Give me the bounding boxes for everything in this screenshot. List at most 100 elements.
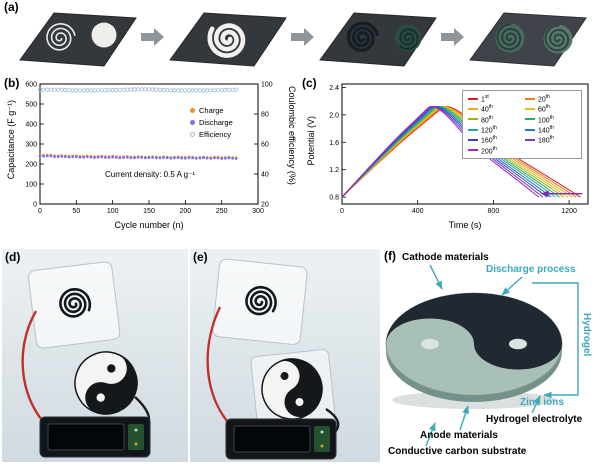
gcd-curve-40th [341,105,573,198]
panel-f-schematic: (f) [382,249,598,462]
hydrogel-electrolyte-label: Hydrogel electrolyte [486,414,583,425]
panel-d-label: (d) [5,250,21,264]
legend-swatch [468,107,478,110]
svg-text:200: 200 [179,208,191,215]
pcb-component [320,444,324,448]
spiral-electrode-icon [59,288,92,318]
legend-swatch [525,97,535,100]
disc-top-face [385,292,563,396]
discharge-process-label: Discharge process [486,264,576,275]
svg-text:400: 400 [412,208,424,215]
legend-label: Charge [199,106,224,115]
gcd-legend: 1st 20th 40th 60th 80th 100th 120th 140th 160th 1… [462,90,582,159]
zinc-ions-label: Zinc ions [520,397,564,408]
svg-text:20: 20 [261,202,269,209]
panel-b-label: (b) [4,76,20,90]
taijitu-group [386,293,562,370]
legend-label: 40th [481,104,493,114]
legend-item-efficiency: Efficiency [190,130,233,139]
panel-c-gcd-chart: (c) 0 400 800 1200 0.8 1.2 1.6 2.0 2.4 Potential… [302,76,598,246]
cathode-arrow-icon [429,264,443,290]
red-wire [206,306,235,430]
spiral-electrode-icon [245,285,277,316]
white-spiral-coating-icon [207,23,246,58]
spiral-pouch-cell [27,261,121,349]
gcd-curve-120th [341,105,556,198]
pcb-component [134,428,138,432]
gcd-curve-20th [341,105,577,198]
module-pcb [314,426,330,452]
legend-item: 140th [525,125,576,134]
annotation-arrows [425,264,579,447]
legend-swatch [468,138,478,141]
gcd-curve-80th [341,105,565,198]
legend-item-charge: Charge [190,106,233,115]
yinyang-battery-schematic [385,264,579,447]
svg-text:300: 300 [25,142,37,149]
yinyang-cell [74,351,138,415]
arrowhead-icon [540,190,549,197]
legend-label: 60th [538,104,550,114]
svg-text:50: 50 [72,208,80,215]
legend-label: 200th [481,145,497,155]
svg-text:0: 0 [33,202,37,209]
hydrogel-label: Hydrogel [581,313,592,357]
process-arrow-icon [291,28,315,46]
legend-label: 20th [538,94,550,104]
svg-text:500: 500 [25,102,37,109]
legend-label: Efficiency [199,130,231,139]
yinyang-dark-dot [107,364,116,373]
legend-label: 140th [538,124,554,135]
fabrication-step-3 [319,12,437,67]
anode-arrow-icon [459,405,469,431]
anode-materials-label: Anode materials [420,430,498,441]
legend-label: 180th [538,135,554,145]
carved-spiral-icon [346,21,380,53]
display-module [225,418,337,460]
gcd-curve-200th [341,105,540,198]
fabrication-steps-row [0,2,600,72]
legend-item: 1st [468,94,519,103]
panel-e-photo: (e) [190,249,380,462]
substrate-arrow-icon [425,422,436,447]
legend-item: 200th [468,146,519,155]
panel-c-label: (c) [302,76,317,90]
svg-text:2.4: 2.4 [329,85,339,92]
panel-a-label: (a) [4,0,19,14]
series-efficiency [37,87,239,93]
legend-label: 100th [538,114,554,124]
gcd-series-group [341,105,581,198]
legend-label: 160th [481,135,497,145]
cathode-materials-label: Cathode materials [402,252,489,263]
charge-marker-swatch [190,108,195,113]
pcb-component [320,430,324,434]
hole-left [421,338,439,350]
discharge-marker-swatch [190,120,195,125]
yinyang-dark-dot [280,372,289,381]
efficiency-axis-label: Coulombic efficiency (%) [287,86,297,185]
legend-label: Discharge [199,118,233,127]
panel-b-cycling-chart: (b) 0 50 100 150 200 250 300 0 100 200 300 400 500 60… [4,76,298,246]
svg-text:60: 60 [261,142,269,149]
legend-item: 120th [468,125,519,134]
efficiency-marker-swatch [190,132,195,137]
gcd-curve-60th [341,105,569,198]
cycle-axis-label: Cycle number (n) [114,220,184,230]
gcd-curve-1st [341,105,581,198]
time-axis-label: Time (s) [448,220,482,230]
legend-item: 80th [468,115,519,124]
svg-text:1.6: 1.6 [329,140,339,147]
pouch-film [27,261,121,349]
pouch-film [212,258,308,345]
legend-item: 100th [525,115,576,124]
capacitance-legend: Charge Discharge Efficiency [190,106,233,139]
disc-spiral-icon [399,28,419,50]
svg-text:100: 100 [107,208,119,215]
legend-swatch [468,118,478,121]
substrate [19,12,137,67]
process-arrow-icon [141,28,165,46]
fabrication-step-4 [469,12,587,67]
svg-text:100: 100 [261,82,273,89]
current-density-annotation: Current density: 0.5 A g⁻¹ [104,170,196,179]
